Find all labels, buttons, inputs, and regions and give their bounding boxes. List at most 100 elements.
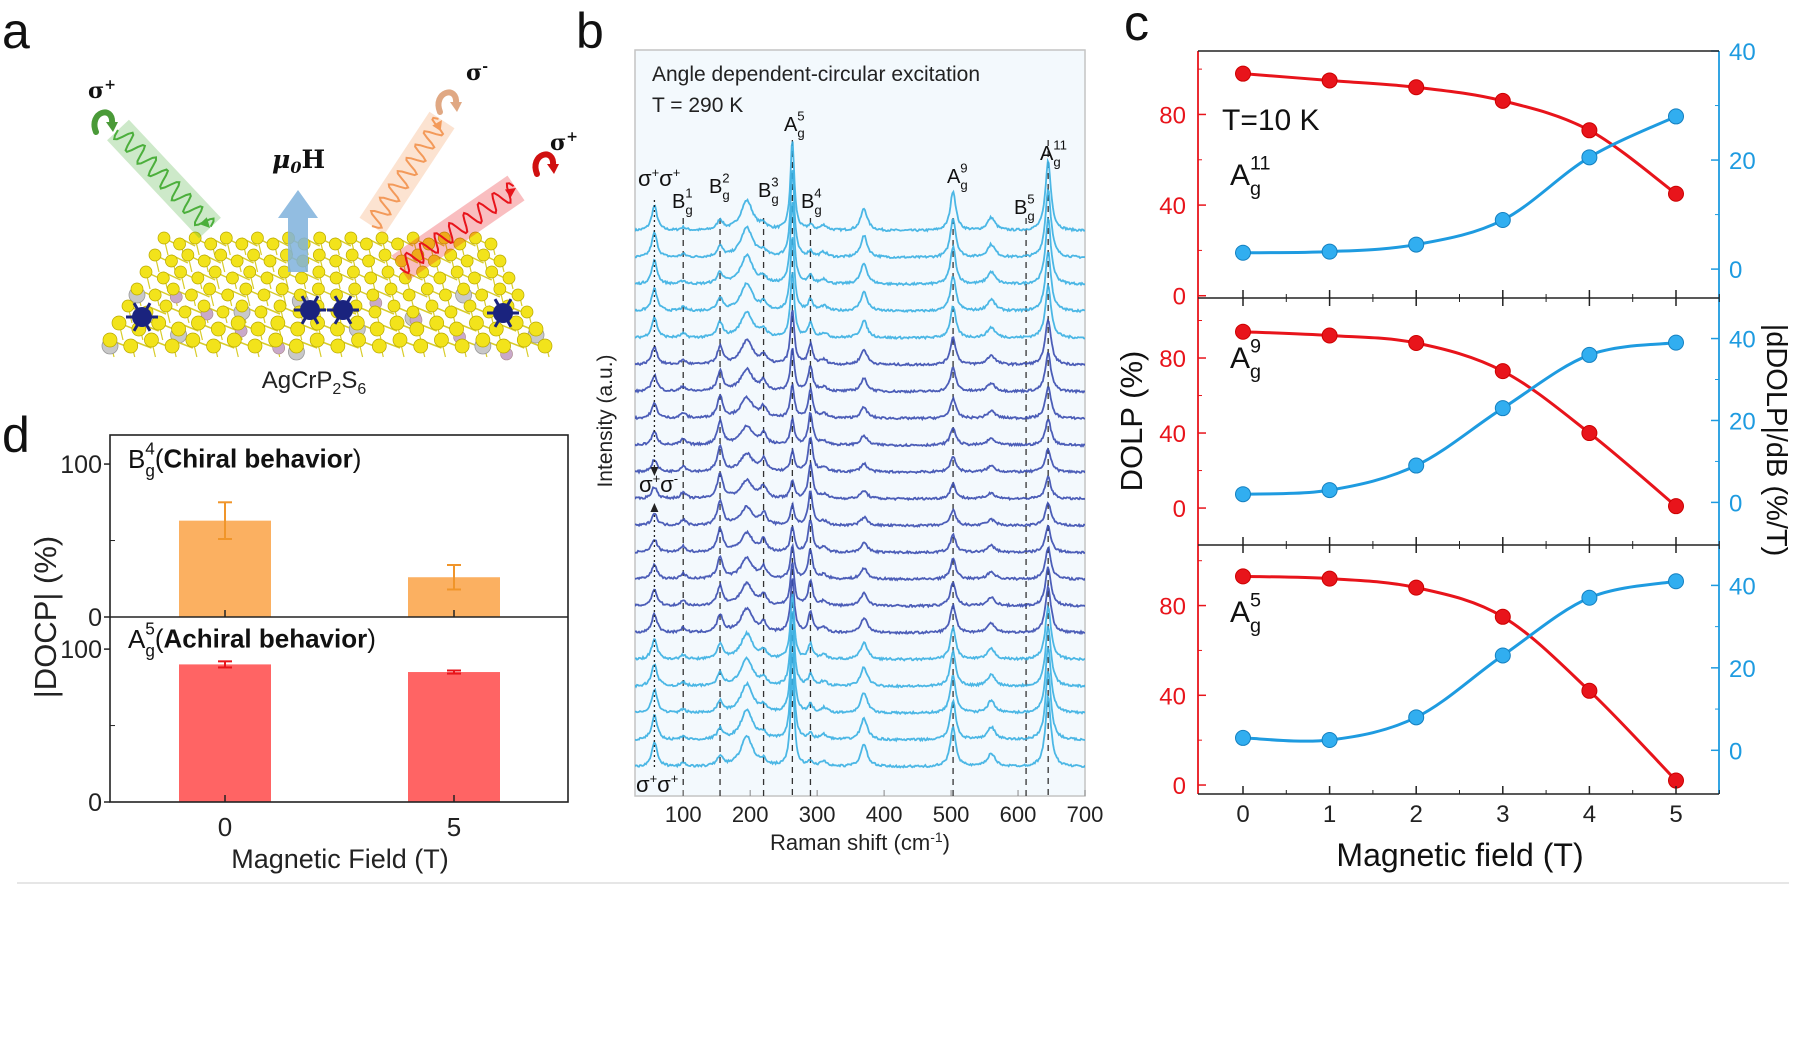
left-tick-label: 80 (1159, 102, 1186, 129)
circular-arrow-icon (532, 151, 557, 177)
spectrum-trace-7 (635, 383, 1085, 422)
magnetic-field-arrow-icon (278, 190, 318, 272)
bar-subplot-1: 0 100 Ag 5(Achiral behavior) (60, 618, 500, 817)
ddolp-point (1668, 108, 1684, 125)
right-tick-label: 20 (1729, 656, 1756, 683)
s-atom (219, 231, 233, 245)
panel-b-raman-spectra: 100 200 300 400 500 600 700 Angle dependent-cir… (594, 49, 1103, 855)
mode-subscript: g (722, 188, 729, 203)
paren: ( (155, 623, 164, 653)
s-atom (185, 332, 201, 348)
mode-superscript: 5 (797, 109, 804, 124)
s-atom (347, 265, 360, 279)
spectrum-trace-10 (635, 461, 1085, 502)
plot-frame (109, 434, 569, 803)
x-tick-label: 300 (799, 802, 836, 827)
s-atom (460, 254, 474, 268)
left-tick-label: 40 (1159, 193, 1186, 220)
s-atom (375, 231, 389, 245)
s-atom (270, 315, 286, 331)
ddolp-point (1408, 457, 1425, 474)
sigma: σ (638, 166, 652, 191)
s-atom (216, 305, 230, 319)
s-atom (371, 338, 387, 354)
s-atom (197, 299, 211, 313)
spectrum-trace-15 (635, 578, 1085, 636)
mode-subscript: g (1053, 155, 1060, 170)
s-atom (369, 321, 385, 337)
left-tick-label: 0 (1173, 496, 1186, 523)
s-atom (516, 332, 532, 348)
s-atom (178, 305, 192, 319)
s-atom (289, 338, 304, 354)
dolp-line (1242, 574, 1678, 782)
polarization-label: σ+ (550, 129, 578, 156)
s-atom (360, 237, 373, 251)
x-tick-label: 100 (665, 802, 702, 827)
incident-beam-sigma-plus (107, 119, 221, 239)
dolp-point (1408, 335, 1425, 352)
ddolp-point (1494, 400, 1511, 417)
caption: Achiral behavior (163, 623, 367, 653)
s-atom (226, 271, 239, 285)
x-tick-label: 5 (1669, 801, 1682, 828)
dolp-point (1494, 363, 1511, 380)
mode-subscript: g (814, 203, 821, 218)
s-atom (247, 338, 263, 354)
polarization-sign: + (104, 77, 116, 93)
ddolp-point (1235, 729, 1251, 746)
s-atom (235, 299, 249, 313)
mode-base: B (709, 176, 722, 198)
s-atom (174, 265, 187, 279)
x-tick-label: 4 (1583, 801, 1596, 828)
arrowhead-icon (199, 217, 210, 228)
mode-subscript: g (145, 641, 155, 661)
right-tick-label: 40 (1729, 573, 1756, 600)
s-atom (295, 271, 308, 285)
right-tick-label: 40 (1729, 327, 1756, 354)
spectrum-trace-16 (635, 593, 1085, 662)
s-atom (214, 248, 228, 262)
mode-subscript: g (1250, 615, 1261, 637)
mode-label: Ag 9 (1230, 335, 1261, 383)
s-atom (171, 321, 186, 337)
s-atom (166, 282, 180, 296)
s-atom (239, 282, 253, 296)
dolp-point (1235, 323, 1251, 340)
polarization-label-top: σ+σ+ (638, 165, 680, 191)
s-atom (425, 299, 439, 313)
s-atom (454, 338, 470, 354)
circular-arrow-icon-head (106, 122, 118, 132)
ddolp-point (1321, 243, 1338, 260)
sign: + (671, 771, 679, 786)
s-atom (210, 321, 226, 337)
xlabel: Raman shift (cm (770, 830, 930, 855)
s-atom (345, 248, 359, 262)
mode-superscript: 1 (685, 186, 692, 201)
peak-label: Bg 1 (672, 186, 693, 218)
s-atom (123, 338, 139, 354)
spectrum-trace-20 (635, 678, 1085, 769)
ddolp-line (1242, 579, 1677, 743)
dolp-point (1408, 579, 1425, 596)
x-axis-label: Magnetic Field (T) (231, 844, 449, 874)
mode-superscript: 11 (1053, 138, 1067, 153)
s-atom (427, 254, 441, 268)
s-atom (247, 248, 260, 262)
material-formula: AgCrP2S6 (262, 367, 367, 398)
s-atom (348, 282, 362, 296)
panel-label-a: a (2, 3, 30, 59)
paren: ) (367, 623, 376, 653)
x-tick-label: 1 (1323, 801, 1336, 828)
ddolp-line (1242, 341, 1677, 496)
ddolp-point (1668, 334, 1684, 351)
s-atom (235, 237, 249, 251)
sigma: σ (659, 166, 673, 191)
s-atom (450, 265, 464, 279)
s-atom (366, 288, 380, 302)
s-atom (185, 288, 198, 302)
sub: 0 (290, 158, 301, 177)
mode-superscript: 2 (722, 171, 729, 186)
mode-base: A (947, 166, 961, 188)
mode-base: B (672, 191, 685, 213)
